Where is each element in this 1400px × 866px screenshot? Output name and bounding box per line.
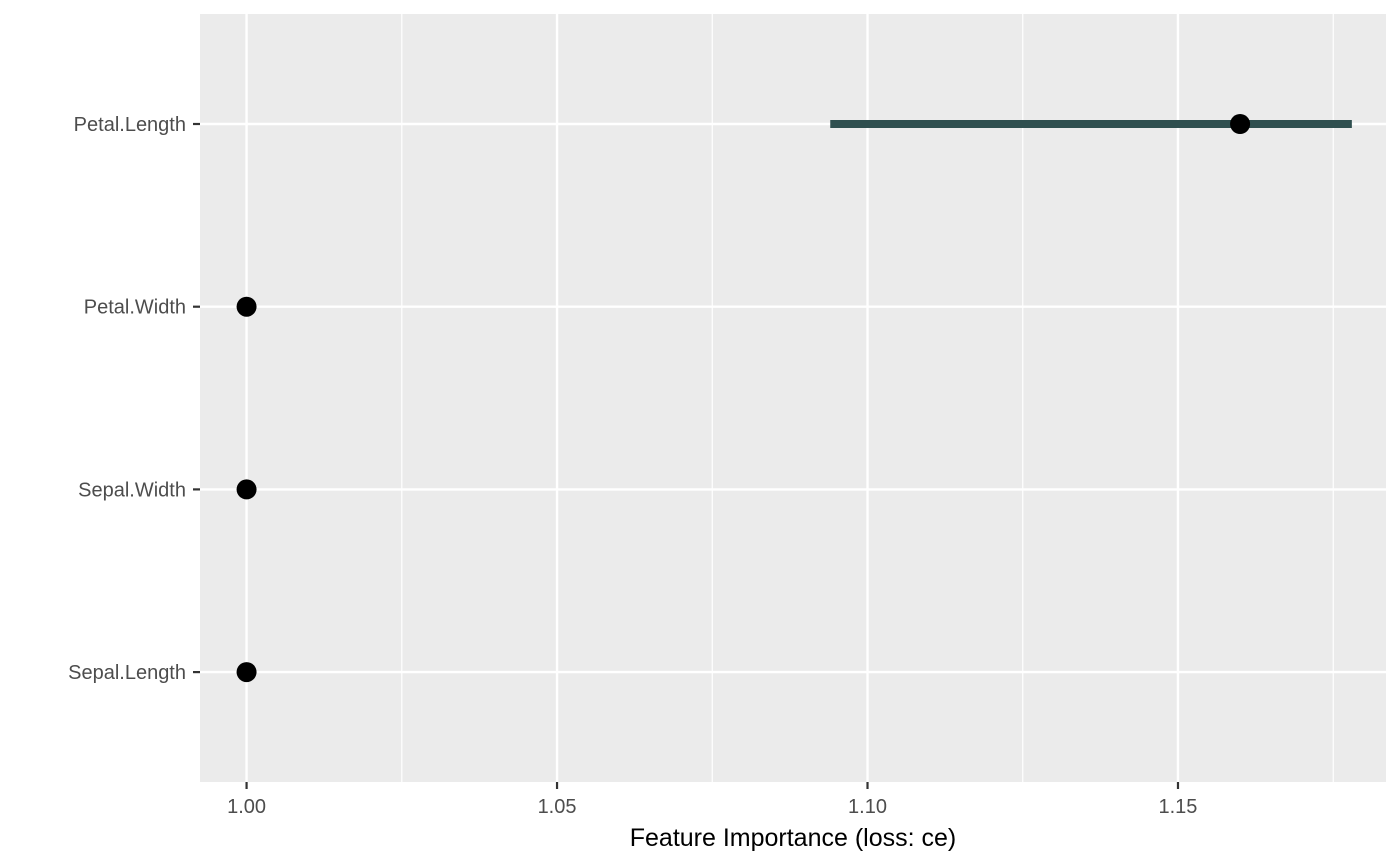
y-tick-label: Sepal.Length xyxy=(68,662,186,684)
y-tick-label: Petal.Width xyxy=(84,297,186,319)
y-tick-label: Petal.Length xyxy=(74,114,186,136)
importance-point-sepal-length xyxy=(236,662,257,683)
x-axis-title: Feature Importance (loss: ce) xyxy=(630,824,957,852)
importance-point-petal-length xyxy=(1230,114,1251,134)
y-tick-label: Sepal.Width xyxy=(78,479,186,501)
y-axis: Petal.Length Petal.Width Sepal.Width Sepal.… xyxy=(68,114,200,684)
x-axis: 1.00 1.05 1.10 1.15 xyxy=(227,782,1197,818)
importance-points xyxy=(236,114,1251,683)
x-tick-label: 1.00 xyxy=(227,796,266,818)
x-tick-label: 1.05 xyxy=(538,796,577,818)
x-tick-label: 1.10 xyxy=(848,796,887,818)
importance-point-sepal-width xyxy=(236,479,257,500)
importance-point-petal-width xyxy=(236,296,257,317)
x-tick-label: 1.15 xyxy=(1159,796,1198,818)
minor-gridlines xyxy=(401,14,1334,782)
panel-background xyxy=(200,14,1386,782)
